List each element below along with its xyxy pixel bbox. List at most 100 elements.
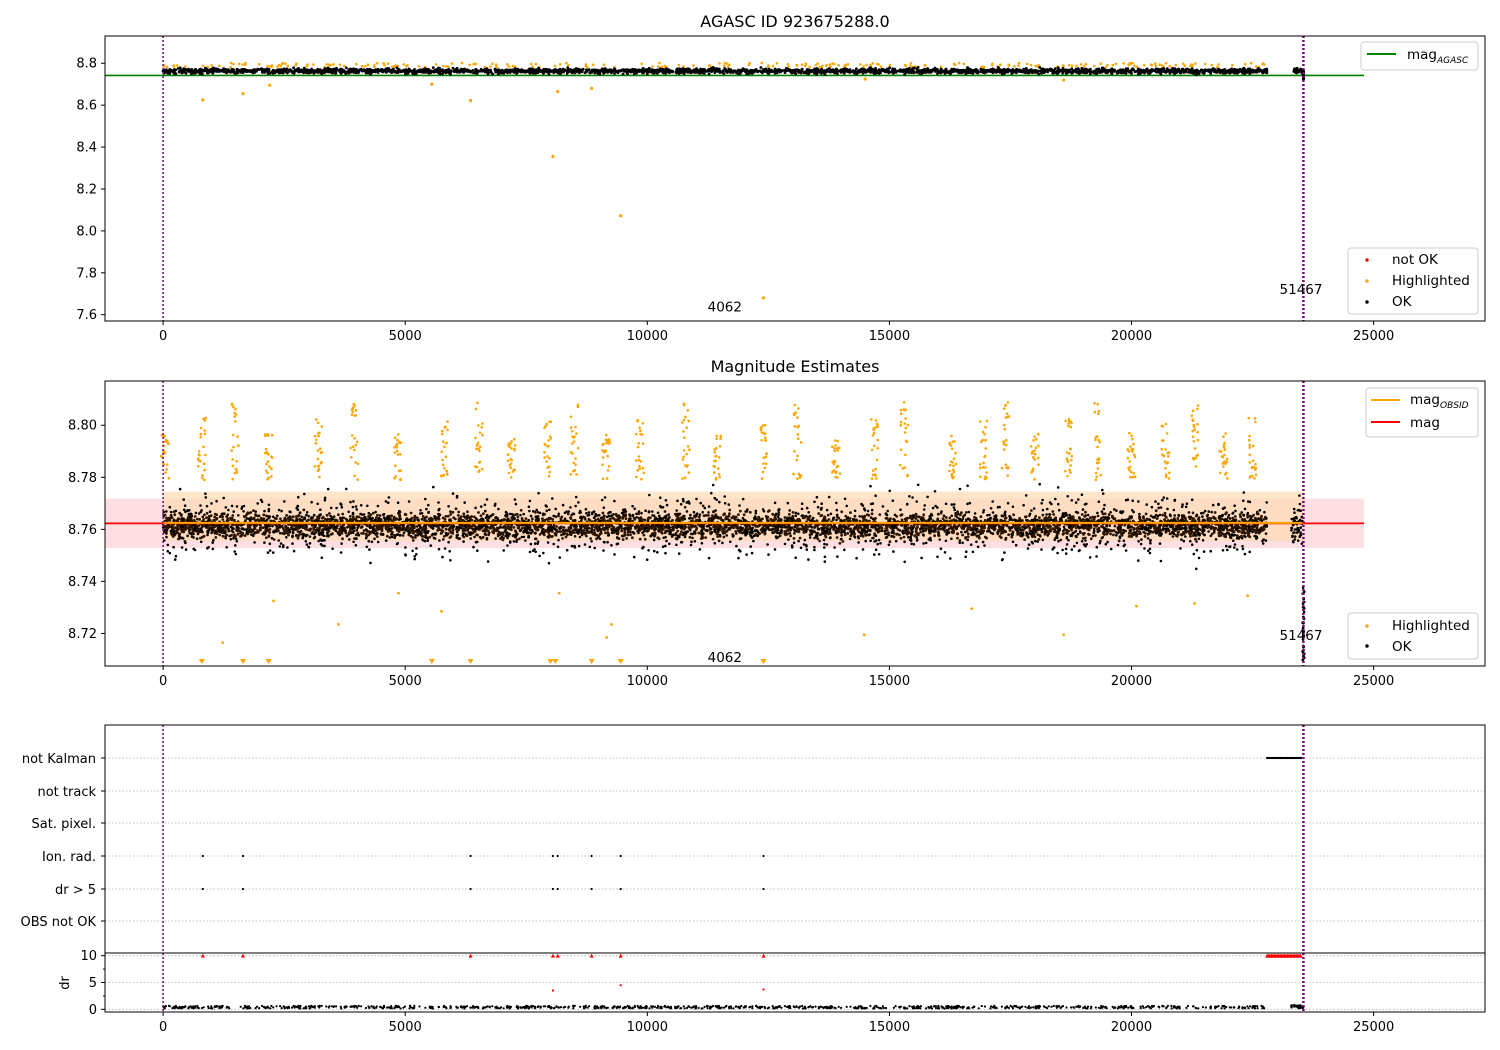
highlighted-point	[351, 445, 355, 449]
ok-point	[1088, 72, 1092, 76]
highlighted-point	[569, 473, 573, 476]
highlighted-point	[572, 469, 575, 473]
highlighted-point	[164, 438, 168, 442]
ok-point-core	[1107, 513, 1111, 517]
highlighted-point	[353, 414, 357, 417]
ok-point-core	[793, 531, 796, 535]
highlighted-point	[640, 62, 644, 66]
highlighted-point	[233, 415, 236, 419]
highlighted-point	[395, 445, 399, 449]
highlighted-point	[792, 472, 795, 476]
ok-point	[327, 70, 330, 74]
highlighted-point	[1223, 441, 1226, 445]
ok-point	[646, 69, 650, 72]
highlighted-point	[1133, 453, 1136, 457]
ok-point	[1053, 67, 1057, 71]
ok-point	[759, 66, 763, 69]
highlighted-point	[1253, 417, 1257, 420]
highlighted-point	[761, 424, 765, 427]
highlighted-point	[1193, 428, 1197, 431]
highlighted-point	[450, 62, 454, 65]
ok-point	[1224, 71, 1228, 75]
ok-point	[508, 71, 512, 74]
highlighted-point	[771, 64, 775, 68]
ok-point	[233, 71, 237, 75]
legend-not-ok-marker	[1365, 258, 1369, 262]
ok-point	[1075, 69, 1079, 72]
highlighted-point	[796, 416, 799, 419]
highlighted-point	[763, 466, 767, 470]
highlighted-point	[444, 455, 448, 459]
ok-point	[455, 67, 459, 70]
highlighted-point	[199, 459, 202, 463]
highlighted-low-9	[970, 607, 974, 611]
ok-point-core	[1051, 510, 1055, 513]
highlighted-outlier-8	[619, 214, 623, 218]
ok-point	[1212, 70, 1216, 73]
ok-point	[1242, 68, 1246, 72]
highlighted-point	[509, 476, 513, 479]
highlighted-point	[1036, 432, 1040, 436]
highlighted-point	[1069, 447, 1072, 451]
ok-point	[253, 71, 256, 74]
highlighted-point	[871, 434, 875, 437]
highlighted-point	[495, 65, 498, 69]
highlighted-point	[543, 456, 546, 459]
highlighted-point	[899, 420, 903, 424]
highlighted-point	[265, 462, 268, 466]
ok-point	[592, 68, 596, 72]
highlighted-point	[1161, 453, 1164, 456]
ok-point	[568, 70, 572, 73]
ok-point-core	[844, 514, 848, 518]
ok-point	[557, 69, 561, 73]
panel-magnitude-estimates-title: Magnitude Estimates	[711, 357, 880, 376]
ok-point	[468, 70, 472, 74]
ok-point	[1234, 68, 1237, 72]
highlighted-low-7	[610, 623, 613, 626]
ok-point	[448, 69, 451, 72]
ok-point	[329, 68, 333, 71]
highlighted-point	[899, 412, 903, 416]
highlighted-point	[390, 65, 394, 69]
highlighted-point	[1204, 62, 1207, 66]
highlighted-point	[797, 424, 801, 428]
ok-point	[981, 68, 985, 72]
ok-point	[777, 68, 780, 72]
ok-point-core	[451, 510, 455, 514]
ok-point	[1206, 68, 1210, 72]
highlighted-point	[1017, 61, 1021, 65]
highlighted-point	[231, 477, 234, 481]
highlighted-point	[405, 64, 408, 68]
highlighted-point	[1075, 64, 1078, 68]
ok-point	[686, 67, 690, 71]
ok-point-core	[328, 512, 331, 515]
agasc-ytick-label-3: 8.2	[76, 182, 97, 197]
ok-point	[979, 70, 983, 74]
highlighted-point	[1069, 471, 1072, 474]
ok-point	[338, 70, 342, 74]
highlighted-point	[196, 457, 200, 460]
ok-point	[199, 68, 203, 72]
highlighted-point	[396, 438, 399, 442]
ok-point	[266, 72, 270, 75]
highlighted-point	[201, 474, 204, 477]
highlighted-point	[1129, 445, 1132, 448]
ok-point	[762, 70, 766, 73]
ok-point	[815, 72, 819, 76]
highlighted-point	[948, 469, 951, 473]
highlighted-point	[833, 439, 837, 442]
ok-point	[1263, 68, 1266, 72]
highlighted-point	[229, 65, 232, 69]
ok-point	[846, 68, 850, 72]
highlighted-point	[203, 478, 206, 482]
ok-point	[908, 67, 911, 70]
ok-point	[448, 71, 452, 75]
ok-point-core	[841, 540, 845, 543]
highlighted-point	[1096, 403, 1099, 406]
ok-point-core	[789, 534, 792, 538]
ok-point	[558, 72, 562, 76]
ok-point	[494, 68, 498, 72]
highlighted-point	[642, 471, 646, 475]
highlighted-point	[718, 444, 722, 448]
highlighted-point	[835, 447, 839, 450]
